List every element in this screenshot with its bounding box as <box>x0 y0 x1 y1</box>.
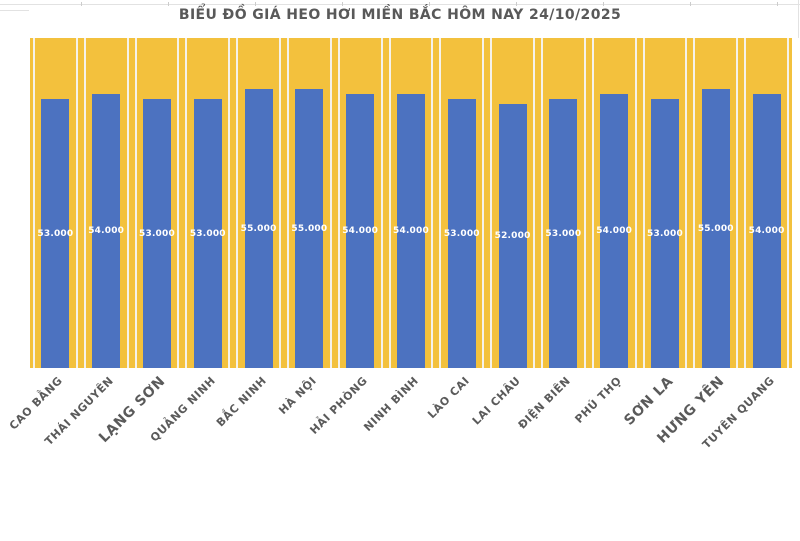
category-cell: 55.000 <box>284 38 335 368</box>
category-separator <box>126 38 129 368</box>
bar: 55.000 <box>698 89 734 368</box>
bar: 53.000 <box>444 99 480 368</box>
category-cell: 54.000 <box>81 38 132 368</box>
category-separator <box>439 38 442 368</box>
category-cell: 55.000 <box>690 38 741 368</box>
category-separator <box>490 38 493 368</box>
bar-value-label: 54.000 <box>596 226 633 236</box>
category-separator <box>634 38 637 368</box>
category-cell: 54.000 <box>386 38 437 368</box>
category-cell: 53.000 <box>182 38 233 368</box>
category-separator <box>177 38 180 368</box>
bar: 54.000 <box>749 94 784 368</box>
category-separator <box>287 38 289 368</box>
bar: 53.000 <box>37 99 73 368</box>
category-separator <box>693 38 696 368</box>
bar-value-label: 53.000 <box>189 228 226 239</box>
category-separator <box>185 38 188 368</box>
category-cell: 53.000 <box>436 38 487 368</box>
category-cell: 54.000 <box>589 38 640 368</box>
spreadsheet-column-tick <box>690 2 691 6</box>
bar: 53.000 <box>545 99 581 368</box>
bar: 53.000 <box>139 99 175 368</box>
category-separator <box>541 38 543 368</box>
bar: 54.000 <box>596 94 632 368</box>
category-cell: 54.000 <box>335 38 386 368</box>
category-separator <box>388 38 391 368</box>
category-separator <box>278 38 281 368</box>
bar-value-label: 54.000 <box>748 226 785 236</box>
bar-value-label: 53.000 <box>647 228 683 239</box>
spreadsheet-gridline-left-margin <box>0 10 29 11</box>
bar: 53.000 <box>647 99 683 368</box>
category-separator <box>431 38 434 368</box>
bar: 55.000 <box>291 89 327 368</box>
category-separator <box>685 38 688 368</box>
bar-value-label: 53.000 <box>139 228 175 239</box>
bar-value-label: 55.000 <box>697 223 734 234</box>
bar: 55.000 <box>241 89 276 368</box>
category-separator <box>380 38 383 368</box>
category-separator <box>642 38 645 368</box>
category-separator <box>482 38 485 368</box>
bar-value-label: 53.000 <box>37 228 74 239</box>
bar-value-label: 54.000 <box>393 226 429 236</box>
category-separator <box>583 38 586 368</box>
bar: 54.000 <box>393 94 429 368</box>
category-separator <box>337 38 340 368</box>
bar: 54.000 <box>88 94 124 368</box>
spreadsheet-column-tick <box>168 2 169 6</box>
category-separator <box>744 38 747 368</box>
bar-value-label: 54.000 <box>88 226 125 236</box>
bar-value-label: 55.000 <box>240 223 277 234</box>
category-separator <box>591 38 594 368</box>
category-cell: 53.000 <box>538 38 589 368</box>
spreadsheet-column-tick <box>516 2 517 6</box>
bar: 52.000 <box>495 104 530 368</box>
category-cell: 54.000 <box>741 38 792 368</box>
spreadsheet-gridline-right-edge <box>798 0 799 38</box>
category-cell: 52.000 <box>487 38 538 368</box>
bar-value-label: 52.000 <box>494 231 531 241</box>
bar-value-label: 53.000 <box>443 228 480 239</box>
category-separator <box>786 38 789 368</box>
spreadsheet-column-tick <box>81 2 82 6</box>
bar: 54.000 <box>342 94 378 368</box>
category-cell: 53.000 <box>132 38 183 368</box>
category-separator <box>83 38 86 368</box>
bar-value-label: 54.000 <box>342 226 379 236</box>
plot-area: 53.000 54.000 53.000 53.000 55.000 55.000 54.0… <box>30 38 792 368</box>
chart-title: BIỂU ĐỒ GIÁ HEO HƠI MIỀN BẮC HÔM NAY 24/… <box>178 7 622 23</box>
spreadsheet-gridline-top <box>0 4 800 5</box>
category-cell: 55.000 <box>233 38 284 368</box>
category-separator <box>236 38 239 368</box>
category-separator <box>532 38 535 368</box>
category-separator <box>75 38 78 368</box>
category-separator <box>228 38 231 368</box>
category-separator <box>736 38 739 368</box>
category-separator <box>329 38 332 368</box>
spreadsheet-column-tick <box>429 2 430 6</box>
spreadsheet-column-tick <box>255 2 256 6</box>
page-root: { "title": "BIỂU ĐỒ GIÁ HEO HƠI MIỀN BẮC… <box>0 0 800 452</box>
spreadsheet-column-tick <box>342 2 343 6</box>
bar: 53.000 <box>190 99 226 368</box>
category-cell: 53.000 <box>30 38 81 368</box>
category-cell: 53.000 <box>640 38 691 368</box>
bar-value-label: 55.000 <box>291 223 328 234</box>
category-separator <box>134 38 137 368</box>
spreadsheet-column-tick <box>777 2 778 6</box>
category-separator <box>33 38 35 368</box>
bar-value-label: 53.000 <box>545 228 582 239</box>
spreadsheet-column-tick <box>603 2 604 6</box>
